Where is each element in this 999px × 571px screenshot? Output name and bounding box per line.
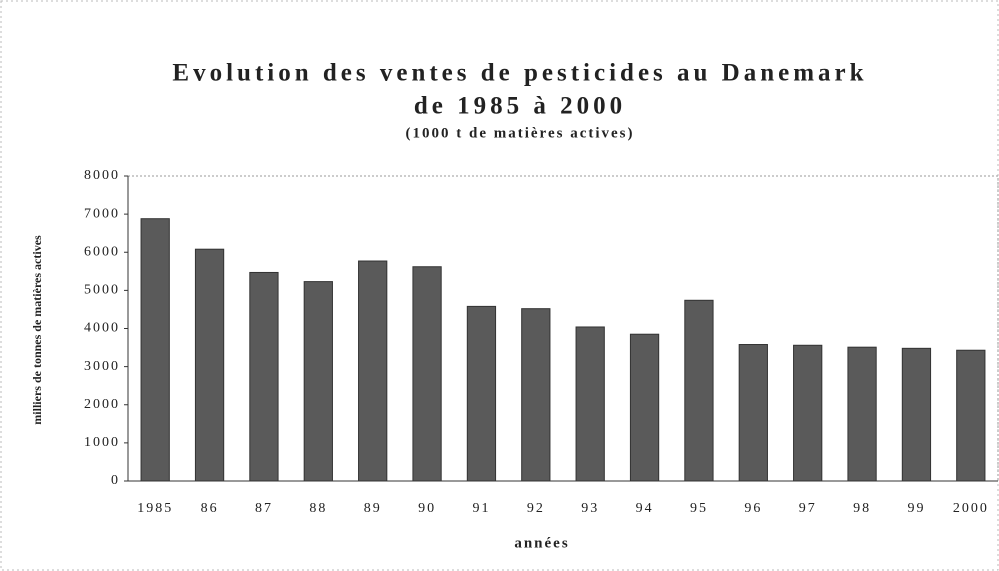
- y-tick-label: 3000: [84, 359, 120, 374]
- bar: [901, 347, 932, 482]
- bar: [629, 333, 660, 482]
- bar: [303, 281, 333, 482]
- bar: [466, 305, 497, 482]
- bar: [575, 326, 605, 482]
- y-tick-label: 5000: [84, 283, 120, 298]
- y-tick-label: 0: [111, 473, 120, 488]
- y-tick-label: 1000: [84, 435, 120, 450]
- chart-title: de 1985 à 2000: [414, 93, 626, 120]
- bar: [358, 260, 388, 482]
- bar: [521, 308, 551, 482]
- bar: [956, 349, 986, 482]
- x-tick-label: 91: [472, 501, 490, 516]
- bar: [793, 344, 823, 482]
- y-tick-label: 7000: [84, 206, 120, 221]
- x-tick-label: 99: [907, 501, 925, 516]
- x-tick-label: 89: [364, 501, 382, 516]
- y-tick-label: 2000: [84, 397, 120, 412]
- x-axis-label: années: [514, 535, 569, 551]
- x-tick-label: 86: [201, 501, 219, 516]
- x-tick-label: 97: [799, 501, 817, 516]
- x-tick-label: 88: [309, 501, 327, 516]
- x-tick-label: 90: [418, 501, 436, 516]
- x-tick-label: 98: [853, 501, 871, 516]
- x-tick-label: 96: [744, 501, 762, 516]
- chart-subtitle: (1000 t de matières actives): [406, 125, 635, 141]
- bar: [847, 346, 877, 482]
- y-tick-label: 6000: [84, 244, 120, 259]
- x-tick-label: 95: [690, 501, 708, 516]
- x-tick-label: 94: [636, 501, 654, 516]
- y-tick-label: 4000: [84, 321, 120, 336]
- bar: [194, 248, 225, 482]
- chart-title: Evolution des ventes de pesticides au Da…: [172, 60, 867, 87]
- x-tick-label: 87: [255, 501, 273, 516]
- x-tick-label: 2000: [953, 501, 989, 516]
- bar: [738, 344, 768, 482]
- y-tick-label: 8000: [84, 168, 120, 183]
- x-tick-label: 1985: [137, 501, 173, 516]
- bar: [140, 218, 170, 482]
- x-tick-label: 92: [527, 501, 545, 516]
- y-axis-label: milliers de tonnes de matières actives: [30, 235, 44, 425]
- bar: [684, 299, 714, 482]
- x-tick-label: 93: [581, 501, 599, 516]
- bar: [412, 266, 442, 482]
- bar: [249, 271, 279, 482]
